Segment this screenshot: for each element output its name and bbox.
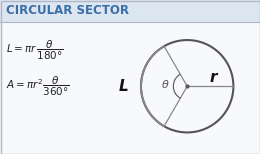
Text: CIRCULAR SECTOR: CIRCULAR SECTOR [6, 4, 129, 18]
Text: $A = \pi r^2\dfrac{\theta}{360°}$: $A = \pi r^2\dfrac{\theta}{360°}$ [6, 74, 69, 98]
Bar [0, 0, 260, 22]
Text: $\bfit{L}$: $\bfit{L}$ [118, 78, 129, 94]
Text: $\bfit{r}$: $\bfit{r}$ [209, 70, 219, 85]
Text: $\theta$: $\theta$ [161, 78, 170, 90]
Text: $L = \pi r\,\dfrac{\theta}{180°}$: $L = \pi r\,\dfrac{\theta}{180°}$ [6, 38, 64, 62]
